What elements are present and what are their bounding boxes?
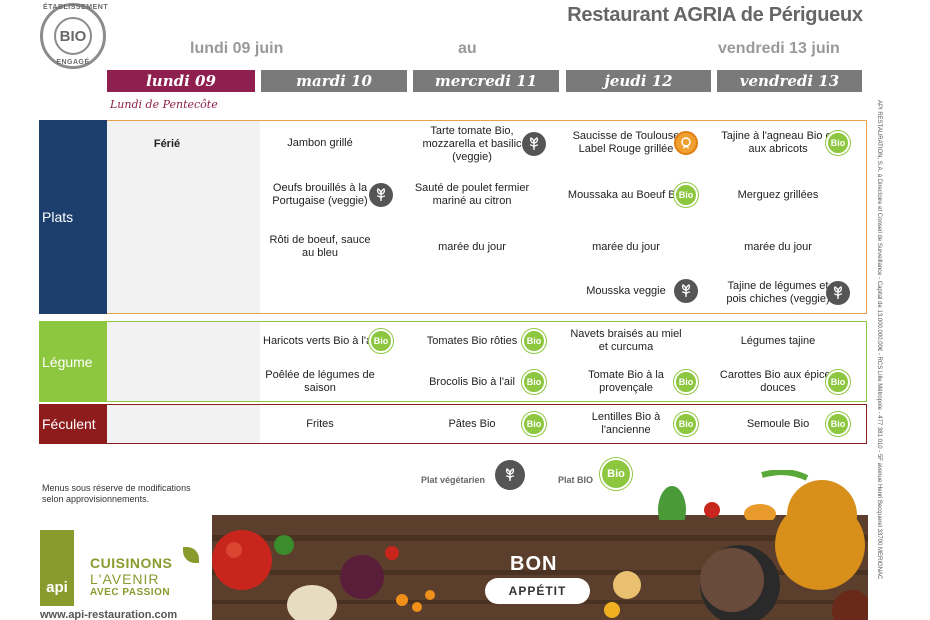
holiday-column-feculent xyxy=(107,405,260,443)
menu-item-plats: marée du jour xyxy=(744,240,812,253)
menu-item-plats: marée du jour xyxy=(592,240,660,253)
menu-item-legume: Tomate Bio à la provençale xyxy=(588,369,664,394)
menu-item-legume: Navets braisés au miel et curcuma xyxy=(570,328,682,353)
menu-item-feculent: Frites xyxy=(306,417,334,430)
bio-icon: Bio xyxy=(522,370,546,394)
holiday-subtitle: Lundi de Pentecôte xyxy=(110,98,218,111)
menu-item-plats: Sauté de poulet fermier mariné au citron xyxy=(414,182,530,207)
logo-bottom-text: ENGAGÉ xyxy=(56,59,90,66)
bio-icon: Bio xyxy=(826,370,850,394)
label-rouge-icon xyxy=(674,131,698,155)
slogan-line-3: AVEC PASSION xyxy=(90,587,171,598)
legend-bio-icon: Bio xyxy=(600,458,632,490)
legal-mention: API RESTAURATION, S.A. à Directoire et C… xyxy=(870,100,884,620)
menu-item-legume: Brocolis Bio à l'ail xyxy=(429,375,515,388)
menu-item-feculent: Semoule Bio xyxy=(746,417,810,430)
bio-engage-logo: ÉTABLISSEMENT BIO ENGAGÉ xyxy=(40,3,109,69)
legend-bio-label: Plat BIO xyxy=(558,475,594,485)
page-title: Restaurant AGRIA de Périgueux xyxy=(567,4,863,26)
website-link[interactable]: www.api-restauration.com xyxy=(40,609,178,620)
date-range-end: vendredi 13 juin xyxy=(718,40,840,57)
holiday-column-legume xyxy=(107,322,260,401)
legal-text: API RESTAURATION, S.A. à Directoire et C… xyxy=(876,100,882,580)
legend-vegetarian-icon xyxy=(495,460,525,490)
menu-item-plats: Rôti de boeuf, sauce au bleu xyxy=(269,234,371,259)
menu-item-plats: Saucisse de Toulouse Label Rouge grillée xyxy=(572,130,680,155)
menu-item-legume: Tomates Bio rôties xyxy=(426,334,518,347)
category-legume: Légume xyxy=(39,321,107,402)
category-plats: Plats xyxy=(39,120,107,314)
bio-icon: Bio xyxy=(674,412,698,436)
category-feculent: Féculent xyxy=(39,404,107,444)
plats-band xyxy=(107,120,867,314)
menu-item-feculent: Pâtes Bio xyxy=(448,417,496,430)
menu-item-plats: Moussaka au Boeuf Bio xyxy=(567,188,685,201)
logo-center-text: BIO xyxy=(54,17,92,55)
food-photo-top xyxy=(212,470,868,520)
appetit-badge: APPÉTIT xyxy=(485,578,590,604)
menu-item-plats: Tajine à l'agneau Bio et aux abricots xyxy=(721,130,835,155)
bio-icon: Bio xyxy=(826,412,850,436)
vegetarian-icon xyxy=(522,132,546,156)
slogan-line-1: CUISINONS xyxy=(90,555,173,571)
holiday-label: Férié xyxy=(153,138,181,150)
menu-disclaimer: Menus sous réserve de modifications selo… xyxy=(42,483,191,504)
api-logo: api xyxy=(40,530,74,606)
date-range-start: lundi 09 juin xyxy=(190,40,284,57)
menu-item-plats: Tarte tomate Bio, mozzarella et basilic … xyxy=(422,124,522,163)
day-header-tuesday: mardi 10 xyxy=(261,70,407,92)
menu-item-plats: marée du jour xyxy=(438,240,506,253)
holiday-column-plats xyxy=(107,121,260,313)
menu-item-feculent: Lentilles Bio à l'ancienne xyxy=(591,411,661,436)
menu-item-plats: Oeufs brouillés à la Portugaise (veggie) xyxy=(272,182,368,207)
date-range-separator: au xyxy=(458,40,477,57)
menu-item-plats: Jambon grillé xyxy=(287,136,353,149)
day-header-monday: lundi 09 xyxy=(107,70,255,92)
bio-icon: Bio xyxy=(674,183,698,207)
bio-icon: Bio xyxy=(674,370,698,394)
bio-icon: Bio xyxy=(522,329,546,353)
feculent-band xyxy=(107,404,867,444)
legume-band xyxy=(107,321,867,402)
logo-top-text: ÉTABLISSEMENT xyxy=(43,4,109,11)
bon-text: BON xyxy=(510,553,558,575)
bio-icon: Bio xyxy=(522,412,546,436)
slogan-line-2: L'AVENIR xyxy=(90,571,160,587)
leaf-icon xyxy=(183,547,199,563)
vegetarian-icon xyxy=(674,279,698,303)
legend-veg-label: Plat végétarien xyxy=(421,475,486,485)
vegetarian-icon xyxy=(369,183,393,207)
day-header-friday: vendredi 13 xyxy=(717,70,862,92)
menu-item-legume: Carottes Bio aux épices douces xyxy=(719,369,837,394)
menu-item-legume: Haricots verts Bio à l'ail xyxy=(263,334,377,347)
menu-item-legume: Légumes tajine xyxy=(740,334,816,347)
menu-item-plats: Merguez grillées xyxy=(737,188,819,201)
vegetarian-icon xyxy=(826,281,850,305)
bio-icon: Bio xyxy=(826,131,850,155)
menu-item-plats: Tajine de légumes et pois chiches (veggi… xyxy=(726,280,830,305)
day-header-thursday: jeudi 12 xyxy=(566,70,711,92)
menu-item-plats: Mousska veggie xyxy=(586,284,666,297)
menu-item-legume: Poêlée de légumes de saison xyxy=(265,369,375,394)
bio-icon: Bio xyxy=(369,329,393,353)
day-header-wednesday: mercredi 11 xyxy=(413,70,559,92)
food-photo xyxy=(212,515,868,620)
